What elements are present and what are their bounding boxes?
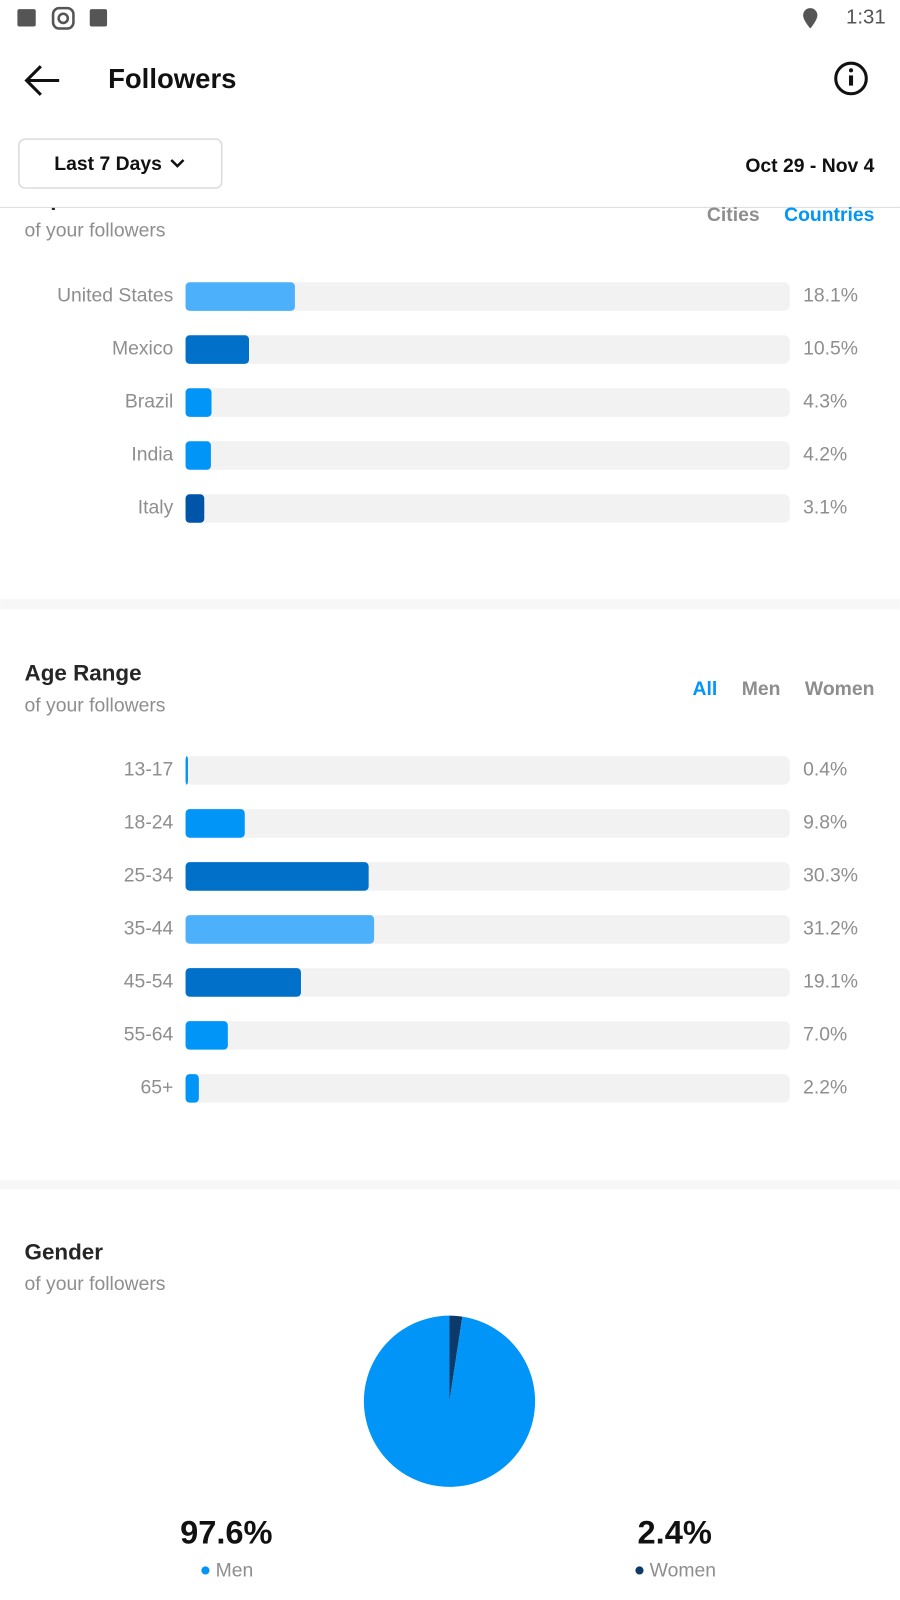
back-button[interactable] — [24, 65, 60, 96]
category-label: 18-24 — [124, 812, 174, 834]
pie-slice — [449, 1315, 463, 1402]
chart-section: Gender — [25, 1239, 104, 1264]
bar-track — [185, 968, 790, 997]
pie-slice — [363, 1315, 536, 1487]
value-label: 97.6% — [180, 1513, 272, 1550]
value-label: 0.4% — [803, 759, 847, 781]
section-title: Top Locations — [25, 186, 176, 211]
value-label: 2.4% — [638, 1513, 712, 1550]
section-subtitle: of your followers — [25, 694, 166, 716]
category-label: 45-54 — [124, 971, 174, 993]
section-separator — [0, 599, 900, 610]
status-icons — [17, 6, 818, 30]
bar — [185, 388, 212, 417]
section-title: Age Range — [25, 661, 142, 686]
bar-track — [185, 388, 790, 417]
bar-track — [185, 1074, 790, 1103]
category-label: Mexico — [112, 338, 173, 360]
value-label: 4.2% — [803, 444, 847, 466]
header-title: Followers — [108, 63, 236, 94]
category-label: Brazil — [125, 391, 173, 413]
value-label: 9.8% — [803, 812, 847, 834]
bar-track — [185, 282, 790, 311]
info-button[interactable] — [834, 61, 868, 96]
tab[interactable]: Women — [805, 678, 875, 700]
value-label: 2.2% — [803, 1077, 847, 1099]
bar — [185, 968, 301, 997]
chart-section: Top Locations — [25, 186, 176, 211]
section-subtitle: of your followers — [25, 219, 166, 241]
category-label: 25-34 — [124, 865, 174, 887]
value-label: 18.1% — [803, 285, 858, 307]
date-range: Oct 29 - Nov 4 — [745, 155, 874, 177]
category-label: 13-17 — [124, 759, 174, 781]
tab[interactable]: Countries — [784, 204, 874, 226]
section-title: Gender — [25, 1239, 104, 1264]
legend-label: Women — [650, 1560, 716, 1582]
legend-dot — [635, 1566, 644, 1575]
value-label: 4.3% — [803, 391, 847, 413]
period-label: Last 7 Days — [54, 153, 162, 175]
bar — [185, 282, 295, 311]
bar — [185, 441, 211, 470]
value-label: 19.1% — [803, 971, 858, 993]
bar — [185, 1021, 228, 1050]
tab[interactable]: All — [692, 678, 717, 700]
legend-label: Men — [216, 1560, 254, 1582]
category-label: Italy — [138, 497, 174, 519]
section-subtitle: of your followers — [25, 1273, 166, 1295]
chart-section: Age Range — [25, 661, 142, 686]
category-label: 55-64 — [124, 1024, 174, 1046]
value-label: 30.3% — [803, 865, 858, 887]
period-dropdown[interactable]: Last 7 Days — [18, 138, 223, 189]
bar — [185, 494, 205, 523]
bar — [185, 915, 375, 944]
bar — [185, 335, 249, 364]
category-label: 35-44 — [124, 918, 174, 940]
bar-track — [185, 441, 790, 470]
category-label: 65+ — [140, 1077, 173, 1099]
status-time: 1:31 — [846, 7, 886, 29]
bar-track — [185, 809, 790, 838]
value-label: 7.0% — [803, 1024, 847, 1046]
legend-dot — [201, 1566, 210, 1575]
category-label: India — [131, 444, 173, 466]
bar — [185, 862, 369, 891]
section-separator — [0, 1180, 900, 1190]
bar-track — [185, 756, 790, 785]
value-label: 31.2% — [803, 918, 858, 940]
tab[interactable]: Men — [742, 678, 781, 700]
value-label: 10.5% — [803, 338, 858, 360]
bar — [185, 809, 245, 838]
category-label: United States — [57, 285, 173, 307]
bar — [185, 1074, 199, 1103]
bar-track — [185, 335, 790, 364]
bar-track — [185, 1021, 790, 1050]
bar-track — [185, 494, 790, 523]
value-label: 3.1% — [803, 497, 847, 519]
tab[interactable]: Cities — [707, 204, 760, 226]
bar — [185, 756, 188, 785]
